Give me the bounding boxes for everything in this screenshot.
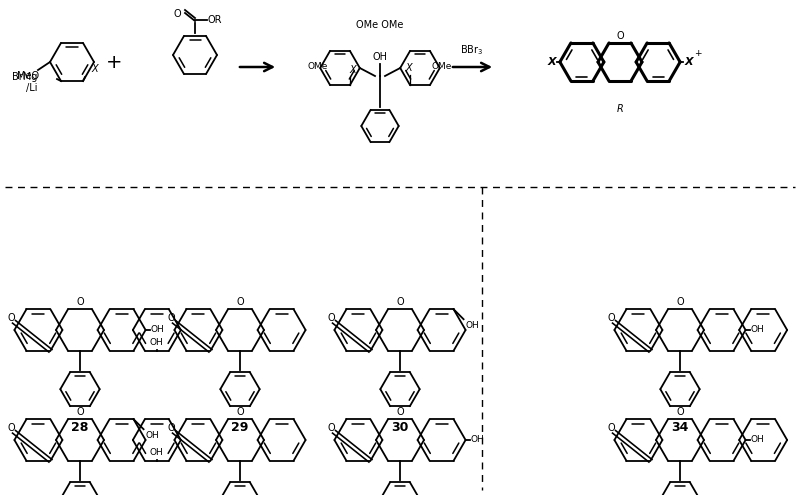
Text: O: O — [327, 423, 334, 433]
Text: O: O — [236, 297, 244, 307]
Text: 29: 29 — [231, 421, 249, 434]
Text: +: + — [106, 52, 122, 71]
Text: O: O — [174, 9, 181, 19]
Text: OH: OH — [150, 326, 164, 335]
Text: OH: OH — [466, 321, 479, 330]
Text: OMe: OMe — [432, 62, 452, 71]
Text: +: + — [694, 50, 702, 58]
Text: OH: OH — [470, 436, 484, 445]
Text: O: O — [76, 297, 84, 307]
Text: OH: OH — [373, 52, 387, 62]
Text: OH: OH — [150, 448, 164, 457]
Text: 28: 28 — [71, 421, 89, 434]
Text: O: O — [607, 423, 614, 433]
Text: OH: OH — [750, 436, 764, 445]
Text: X: X — [406, 63, 412, 73]
Text: BrMg: BrMg — [12, 72, 37, 82]
Text: O: O — [236, 407, 244, 417]
Text: 34: 34 — [671, 421, 689, 434]
Text: X: X — [547, 57, 556, 67]
Text: O: O — [76, 407, 84, 417]
Text: OR: OR — [208, 15, 222, 25]
Text: /Li: /Li — [26, 83, 37, 93]
Text: O: O — [7, 313, 14, 323]
Text: OH: OH — [750, 326, 764, 335]
Text: O: O — [7, 423, 14, 433]
Text: O: O — [167, 313, 174, 323]
Text: O: O — [396, 407, 404, 417]
Text: OMe OMe: OMe OMe — [356, 20, 404, 30]
Text: 30: 30 — [391, 421, 409, 434]
Text: O: O — [676, 407, 684, 417]
Text: BBr$_3$: BBr$_3$ — [460, 43, 484, 57]
Text: X: X — [91, 64, 98, 74]
Text: O: O — [396, 297, 404, 307]
Text: X: X — [684, 57, 693, 67]
Text: R: R — [617, 104, 623, 114]
Text: X: X — [350, 65, 357, 75]
Text: O: O — [167, 423, 174, 433]
Text: O: O — [327, 313, 334, 323]
Text: MeO: MeO — [17, 71, 39, 81]
Text: O: O — [607, 313, 614, 323]
Text: OMe: OMe — [308, 62, 328, 71]
Text: OH: OH — [146, 431, 159, 440]
Text: O: O — [616, 31, 624, 41]
Text: OH: OH — [150, 338, 164, 347]
Text: O: O — [676, 297, 684, 307]
